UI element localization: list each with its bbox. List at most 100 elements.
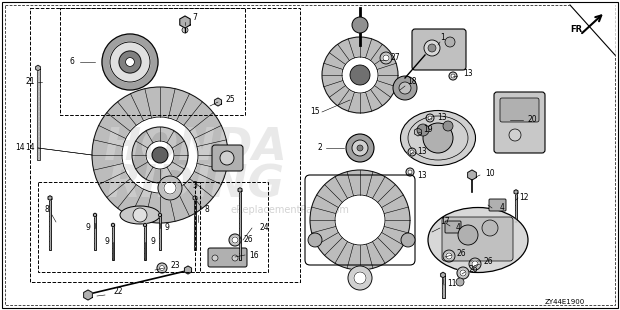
- Bar: [159, 215, 161, 250]
- Circle shape: [443, 121, 453, 131]
- Polygon shape: [380, 52, 392, 64]
- Polygon shape: [48, 196, 52, 200]
- Text: HONDA: HONDA: [103, 126, 287, 170]
- Polygon shape: [119, 51, 141, 73]
- Bar: [49, 198, 51, 250]
- Text: FR.: FR.: [570, 25, 586, 34]
- Text: 9: 9: [164, 224, 169, 232]
- Bar: [239, 190, 241, 260]
- Circle shape: [424, 40, 440, 56]
- Polygon shape: [185, 266, 192, 274]
- Text: 9: 9: [151, 237, 156, 246]
- Text: 7: 7: [193, 14, 197, 23]
- Polygon shape: [215, 98, 221, 106]
- Polygon shape: [310, 170, 410, 270]
- Circle shape: [423, 123, 453, 153]
- Circle shape: [352, 140, 368, 156]
- Polygon shape: [428, 116, 432, 120]
- Polygon shape: [92, 87, 228, 223]
- Text: 17: 17: [440, 218, 450, 227]
- Circle shape: [458, 225, 478, 245]
- Text: 14: 14: [25, 144, 35, 153]
- Circle shape: [445, 37, 455, 47]
- Bar: [37, 68, 40, 160]
- Text: 21: 21: [25, 78, 35, 86]
- Circle shape: [352, 17, 368, 33]
- Circle shape: [509, 129, 521, 141]
- FancyBboxPatch shape: [442, 217, 513, 261]
- Polygon shape: [354, 272, 366, 284]
- Polygon shape: [84, 290, 92, 300]
- Circle shape: [417, 124, 429, 136]
- Polygon shape: [157, 263, 167, 273]
- Circle shape: [182, 27, 188, 33]
- Polygon shape: [122, 117, 198, 193]
- Polygon shape: [143, 223, 146, 227]
- Text: RIDING: RIDING: [106, 163, 284, 206]
- FancyBboxPatch shape: [500, 98, 539, 122]
- Text: 26: 26: [483, 258, 493, 267]
- Circle shape: [308, 233, 322, 247]
- Polygon shape: [451, 74, 455, 78]
- Polygon shape: [232, 237, 238, 243]
- Text: 9: 9: [86, 224, 91, 232]
- Polygon shape: [457, 267, 469, 279]
- Text: 13: 13: [437, 113, 447, 122]
- Circle shape: [126, 58, 135, 66]
- Text: 8: 8: [45, 206, 50, 215]
- Text: 8: 8: [205, 206, 210, 215]
- Text: 19: 19: [423, 126, 433, 135]
- FancyBboxPatch shape: [445, 221, 461, 233]
- Text: 24: 24: [259, 224, 269, 232]
- Circle shape: [133, 208, 147, 222]
- FancyBboxPatch shape: [494, 92, 545, 153]
- Text: 2: 2: [317, 143, 322, 152]
- Polygon shape: [514, 190, 518, 194]
- Polygon shape: [467, 170, 476, 180]
- Polygon shape: [94, 213, 97, 217]
- Text: 13: 13: [417, 148, 427, 157]
- Text: 27: 27: [390, 54, 400, 63]
- Circle shape: [357, 145, 363, 151]
- Bar: [112, 225, 114, 260]
- Polygon shape: [460, 270, 466, 276]
- Text: 26: 26: [468, 265, 478, 274]
- Polygon shape: [408, 148, 416, 156]
- Polygon shape: [238, 188, 242, 192]
- Bar: [195, 182, 268, 272]
- Polygon shape: [164, 182, 176, 194]
- Polygon shape: [383, 55, 389, 61]
- Polygon shape: [472, 261, 478, 267]
- Text: 12: 12: [520, 193, 529, 202]
- Text: 4: 4: [500, 203, 505, 212]
- Polygon shape: [441, 272, 445, 278]
- Ellipse shape: [120, 206, 160, 224]
- Circle shape: [152, 147, 168, 163]
- Text: 6: 6: [69, 57, 74, 67]
- Circle shape: [482, 220, 498, 236]
- Polygon shape: [159, 265, 164, 271]
- Polygon shape: [112, 223, 115, 227]
- Circle shape: [456, 278, 464, 286]
- FancyBboxPatch shape: [412, 29, 466, 70]
- Circle shape: [428, 44, 436, 52]
- Polygon shape: [342, 57, 378, 93]
- Text: 1: 1: [441, 33, 445, 42]
- Polygon shape: [146, 141, 174, 169]
- Text: 25: 25: [225, 95, 235, 104]
- Polygon shape: [408, 170, 412, 174]
- Polygon shape: [102, 34, 158, 90]
- Circle shape: [399, 82, 411, 94]
- Bar: [515, 192, 517, 225]
- Text: 3: 3: [193, 180, 197, 189]
- Text: ZY44E1900: ZY44E1900: [545, 299, 585, 305]
- Polygon shape: [410, 150, 414, 154]
- Bar: [30, 8, 300, 282]
- Text: 18: 18: [407, 78, 417, 86]
- Polygon shape: [443, 250, 455, 262]
- Polygon shape: [158, 176, 182, 200]
- Polygon shape: [36, 65, 40, 71]
- Text: 20: 20: [527, 116, 537, 125]
- Polygon shape: [406, 168, 414, 176]
- Text: 15: 15: [310, 108, 320, 117]
